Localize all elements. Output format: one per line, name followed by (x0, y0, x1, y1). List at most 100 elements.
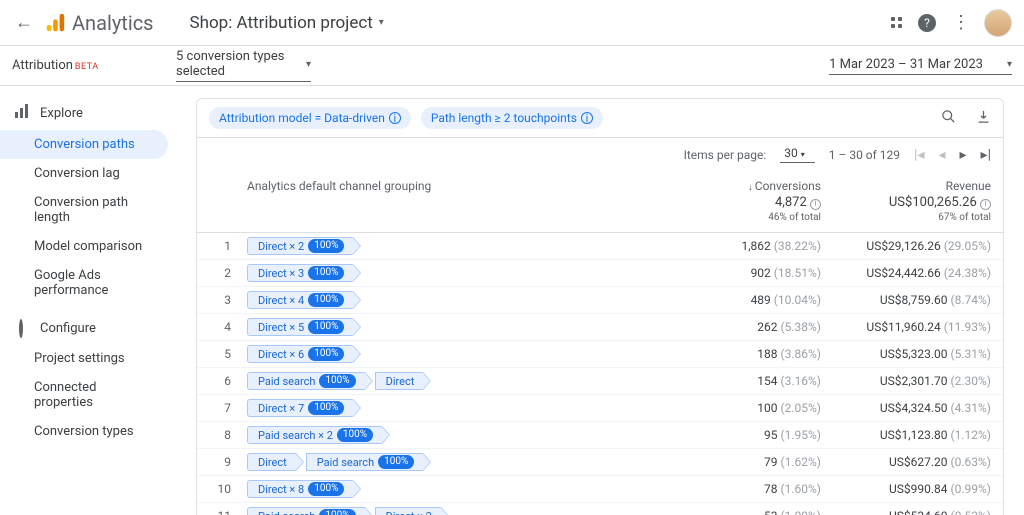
chip-label: Paid search (258, 510, 315, 515)
items-per-page-select[interactable]: 30 ▾ (780, 146, 815, 163)
row-conversions: 100 (2.05%) (681, 401, 821, 415)
path-chip[interactable]: Paid search100% (247, 507, 365, 515)
page-last-icon[interactable]: ▸| (981, 147, 991, 163)
revenue-total: US$100,265.26 (889, 195, 977, 210)
chip-label: Direct (258, 456, 287, 469)
caret-down-icon: ▾ (1007, 59, 1012, 70)
sidebar-section-explore[interactable]: Explore (0, 96, 176, 130)
analytics-logo[interactable]: Analytics (44, 11, 154, 35)
row-revenue: US$4,324.50 (4.31%) (821, 401, 991, 415)
chip-label: Direct × 2 (258, 240, 304, 253)
pill-path-length-label: Path length ≥ 2 touchpoints (431, 111, 577, 125)
pill-path-length[interactable]: Path length ≥ 2 touchpoints i (421, 107, 603, 129)
product-name: Analytics (72, 11, 154, 35)
row-index: 1 (209, 239, 239, 253)
table-header: Analytics default channel grouping ↓Conv… (197, 171, 1003, 233)
sidebar-item-conversion-path-length[interactable]: Conversion path length (0, 188, 168, 232)
back-arrow-icon[interactable]: ← (12, 12, 36, 33)
path-chip[interactable]: Paid search × 2100% (247, 426, 382, 444)
info-icon: i (980, 199, 991, 210)
apps-grid-icon[interactable] (891, 17, 902, 28)
beta-badge: BETA (75, 62, 99, 72)
row-index: 4 (209, 320, 239, 334)
row-index: 5 (209, 347, 239, 361)
table-row: 5Direct × 6100%188 (3.86%)US$5,323.00 (5… (197, 341, 1003, 368)
path-chip[interactable]: Direct × 3100% (247, 264, 353, 282)
sidebar-section-configure[interactable]: Configure (0, 313, 176, 344)
path-chip[interactable]: Direct × 5 100% (247, 318, 353, 336)
row-index: 8 (209, 428, 239, 442)
chip-label: Paid search (258, 375, 315, 388)
chip-pct-badge: 100% (308, 320, 344, 334)
page-next-icon[interactable]: ▸ (960, 147, 967, 163)
conversion-types-selector[interactable]: 5 conversion types selected ▾ (176, 49, 311, 82)
chip-pct-badge: 100% (308, 347, 344, 361)
conversions-label: Conversions (755, 179, 821, 193)
avatar[interactable] (984, 9, 1012, 37)
chip-label: Direct × 8 (258, 483, 304, 496)
page-prev-icon[interactable]: ◂ (938, 147, 945, 163)
download-icon[interactable] (976, 109, 991, 128)
row-revenue: US$5,323.00 (5.31%) (821, 347, 991, 361)
path-chip[interactable]: Direct × 4100% (247, 291, 353, 309)
chip-label: Direct (386, 375, 415, 388)
project-selector[interactable]: Shop: Attribution project ▾ (190, 13, 384, 33)
chip-pct-badge: 100% (378, 455, 414, 469)
row-path: Direct Paid search100% (239, 453, 681, 471)
sidebar-item-google-ads-performance[interactable]: Google Ads performance (0, 261, 168, 305)
path-chip[interactable]: Paid search100% (247, 372, 365, 390)
table-row: 2Direct × 3100%902 (18.51%)US$24,442.66 … (197, 260, 1003, 287)
row-revenue: US$1,123.80 (1.12%) (821, 428, 991, 442)
sidebar-item-connected-properties[interactable]: Connected properties (0, 373, 168, 417)
app-header: ← Analytics Shop: Attribution project ▾ … (0, 0, 1024, 46)
conversion-paths-table: Analytics default channel grouping ↓Conv… (196, 171, 1004, 515)
path-chip[interactable]: Direct × 8 100% (247, 480, 353, 498)
items-per-page-label: Items per page: (684, 148, 767, 162)
sidebar-item-model-comparison[interactable]: Model comparison (0, 232, 168, 261)
sidebar-item-conversion-paths[interactable]: Conversion paths (0, 130, 168, 159)
sidebar-item-conversion-lag[interactable]: Conversion lag (0, 159, 168, 188)
date-range-selector[interactable]: 1 Mar 2023 – 31 Mar 2023 ▾ (829, 57, 1012, 75)
col-header-grouping[interactable]: Analytics default channel grouping (239, 179, 681, 193)
help-icon[interactable]: ? (918, 14, 936, 32)
pagination-row: Items per page: 30 ▾ 1 – 30 of 129 |◂ ◂ … (196, 138, 1004, 171)
gear-icon (12, 321, 30, 336)
sidebar-item-project-settings[interactable]: Project settings (0, 344, 168, 373)
row-conversions: 154 (3.16%) (681, 374, 821, 388)
chip-pct-badge: 100% (308, 482, 344, 496)
col-header-conversions[interactable]: ↓Conversions 4,872 i 46% of total (681, 179, 821, 224)
path-chip[interactable]: Direct × 2100% (247, 237, 353, 255)
sidebar-configure-label: Configure (40, 321, 96, 336)
row-revenue: US$11,960.24 (11.93%) (821, 320, 991, 334)
subheader: Attribution BETA 5 conversion types sele… (0, 46, 1024, 86)
row-revenue: US$8,759.60 (8.74%) (821, 293, 991, 307)
page-first-icon[interactable]: |◂ (914, 147, 924, 163)
row-index: 10 (209, 482, 239, 496)
main-content: Attribution model = Data-driven i Path l… (176, 86, 1024, 515)
row-path: Paid search × 2100% (239, 426, 681, 444)
row-revenue: US$24,442.66 (24.38%) (821, 266, 991, 280)
path-chip[interactable]: Paid search100% (306, 453, 424, 471)
filter-pill-row: Attribution model = Data-driven i Path l… (196, 98, 1004, 138)
revenue-sub: 67% of total (821, 211, 991, 224)
path-chip[interactable]: Direct (375, 372, 424, 390)
row-index: 11 (209, 509, 239, 515)
conversions-total: 4,872 (775, 195, 807, 210)
sidebar-item-conversion-types[interactable]: Conversion types (0, 417, 168, 446)
search-icon[interactable] (941, 109, 956, 128)
chip-label: Direct × 5 (258, 321, 304, 334)
row-revenue: US$990.84 (0.99%) (821, 482, 991, 496)
path-chip[interactable]: Direct (247, 453, 296, 471)
row-revenue: US$29,126.26 (29.05%) (821, 239, 991, 253)
table-row: 3Direct × 4100%489 (10.04%)US$8,759.60 (… (197, 287, 1003, 314)
path-chip[interactable]: Direct × 6100% (247, 345, 353, 363)
path-chip[interactable]: Direct × 2 (375, 507, 441, 515)
col-header-revenue[interactable]: Revenue US$100,265.26 i 67% of total (821, 179, 991, 224)
path-chip[interactable]: Direct × 7100% (247, 399, 353, 417)
more-vert-icon[interactable]: ⋮ (952, 12, 968, 33)
pill-attribution-model[interactable]: Attribution model = Data-driven i (209, 107, 411, 129)
row-index: 2 (209, 266, 239, 280)
row-revenue: US$534.60 (0.53%) (821, 509, 991, 515)
row-path: Direct × 2100% (239, 237, 681, 255)
row-path: Direct × 3100% (239, 264, 681, 282)
